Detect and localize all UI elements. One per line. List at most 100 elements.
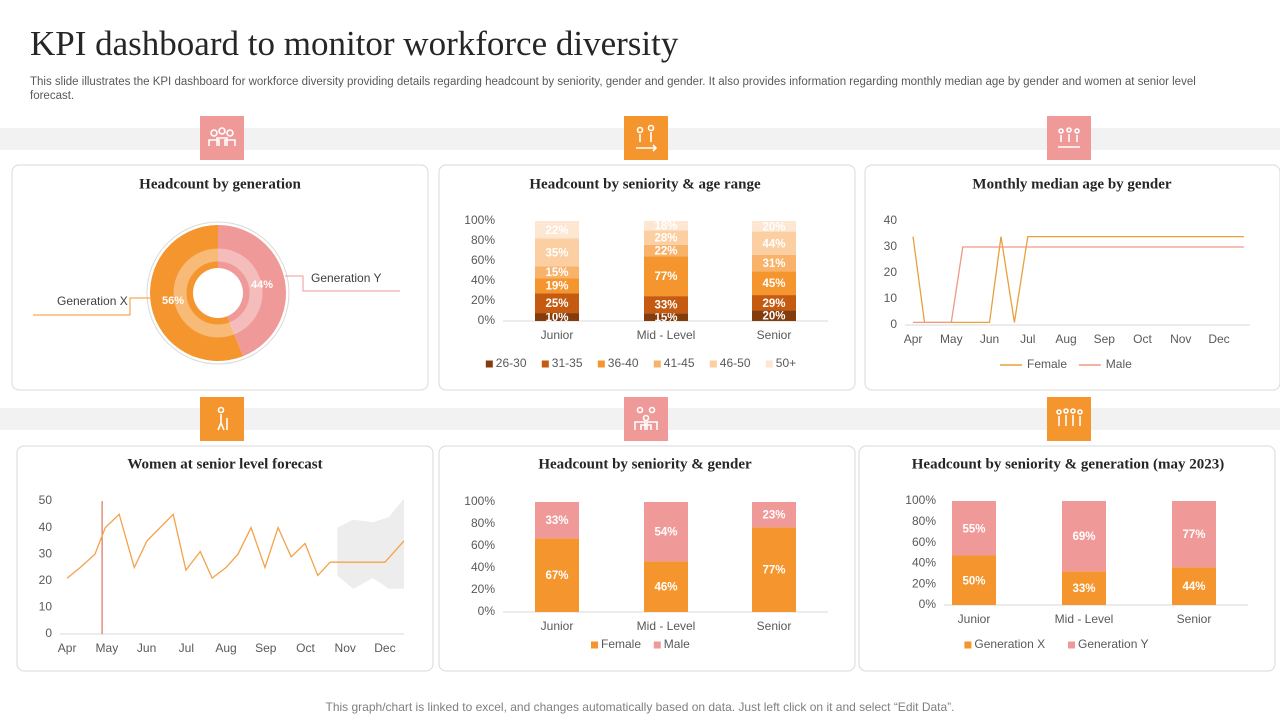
bar-segment xyxy=(644,244,688,257)
x-tick-label: Oct xyxy=(296,641,315,655)
bar-segment xyxy=(752,527,796,612)
chart-title: Headcount by seniority & gender xyxy=(538,456,752,472)
x-tick-label: Mid - Level xyxy=(1055,612,1114,626)
bar-segment xyxy=(1062,571,1106,605)
bar-segment xyxy=(752,254,796,272)
value-label: 15% xyxy=(545,267,568,279)
bar-segment xyxy=(644,230,688,245)
value-label: 33% xyxy=(1072,583,1095,595)
bar-segment xyxy=(752,310,796,321)
y-tick-label: 40% xyxy=(912,556,936,570)
bar-segment xyxy=(752,221,796,232)
line xyxy=(913,246,1244,324)
chart-title: Headcount by seniority & generation (may… xyxy=(912,456,1224,472)
legend-swatch xyxy=(765,360,773,368)
legend-label: Generation Y xyxy=(1078,637,1149,651)
y-tick-label: 40% xyxy=(471,560,495,574)
legend-label: 46-50 xyxy=(720,356,751,370)
bar-segment xyxy=(535,502,579,539)
bar-segment xyxy=(644,221,688,231)
value-label: 54% xyxy=(654,527,677,539)
legend-label: 41-45 xyxy=(664,356,695,370)
legend-label: 26-30 xyxy=(496,356,527,370)
description-box: This slide illustrates the KPI dashboard… xyxy=(30,76,1196,102)
value-label: 69% xyxy=(1072,531,1095,543)
y-tick-label: 40 xyxy=(39,520,53,534)
bar-segment xyxy=(752,271,796,296)
legend-label: Female xyxy=(1027,357,1067,371)
chart-title: Headcount by generation xyxy=(139,176,301,192)
value-label: 31% xyxy=(762,258,785,270)
icon xyxy=(217,406,228,431)
x-tick-label: Nov xyxy=(1170,332,1191,346)
y-tick-label: 80% xyxy=(471,516,495,530)
bar-segment xyxy=(535,221,579,239)
x-tick-label: Jun xyxy=(980,332,999,346)
legend-swatch xyxy=(541,360,549,368)
value-label: 44% xyxy=(1182,581,1205,593)
value-label: 77% xyxy=(1182,529,1205,541)
y-tick-label: 50 xyxy=(39,493,53,507)
bar-segment xyxy=(535,293,579,314)
bar-segment xyxy=(952,555,996,605)
legend-swatch xyxy=(485,360,493,368)
donut-rim xyxy=(146,221,290,365)
x-tick-label: Senior xyxy=(757,328,792,342)
legend-swatch xyxy=(709,360,717,368)
panel xyxy=(16,445,434,672)
value-label: 77% xyxy=(654,271,677,283)
value-label: 77% xyxy=(762,565,785,577)
legend-swatch xyxy=(653,641,661,649)
legend-label: Male xyxy=(664,637,690,651)
value-label: 67% xyxy=(545,570,568,582)
x-tick-label: Dec xyxy=(1208,332,1229,346)
icon-box xyxy=(624,397,668,441)
y-tick-label: 60% xyxy=(912,535,936,549)
y-tick-label: 10 xyxy=(884,291,898,305)
y-tick-label: 0 xyxy=(890,317,897,331)
value-label: 22% xyxy=(654,246,677,258)
value-label: 28% xyxy=(654,233,677,245)
bar-segment xyxy=(644,313,688,321)
icon-box xyxy=(624,116,668,160)
icon xyxy=(1056,408,1083,426)
x-tick-label: Senior xyxy=(1177,612,1212,626)
y-tick-label: 80% xyxy=(912,514,936,528)
icons xyxy=(200,116,1091,441)
bar-segment xyxy=(952,501,996,556)
y-tick-label: 100% xyxy=(464,213,495,227)
y-tick-label: 60% xyxy=(471,538,495,552)
y-tick-label: 20% xyxy=(471,293,495,307)
footer: This graph/chart is linked to excel, and… xyxy=(326,700,955,714)
bar-segment xyxy=(1062,501,1106,572)
legend-label: 36-40 xyxy=(608,356,639,370)
donut-slice xyxy=(218,225,286,357)
value-label: 35% xyxy=(545,247,568,259)
icon xyxy=(208,127,236,146)
legend-label: 31-35 xyxy=(552,356,583,370)
y-tick-label: 20 xyxy=(39,573,53,587)
x-tick-label: Nov xyxy=(335,641,356,655)
bar-segment xyxy=(752,502,796,528)
x-tick-label: Jul xyxy=(179,641,194,655)
legend-label: Generation X xyxy=(974,637,1045,651)
x-tick-label: Jun xyxy=(137,641,156,655)
icon xyxy=(636,124,658,152)
forecast-band xyxy=(337,498,404,589)
donut-inner-ring xyxy=(173,248,263,338)
value-label: 33% xyxy=(545,515,568,527)
bar-segment xyxy=(644,561,688,612)
bar-segment xyxy=(644,296,688,314)
x-tick-label: May xyxy=(940,332,963,346)
x-tick-label: Junior xyxy=(541,619,574,633)
y-tick-label: 30 xyxy=(39,546,53,560)
legend-label: Male xyxy=(1106,357,1132,371)
y-tick-label: 40% xyxy=(471,273,495,287)
value-label: 55% xyxy=(962,523,985,535)
icon xyxy=(1058,127,1080,148)
bar-segment xyxy=(644,502,688,562)
y-tick-label: 0 xyxy=(45,626,52,640)
x-tick-label: May xyxy=(96,641,119,655)
forecast-line xyxy=(330,540,405,563)
x-tick-label: Apr xyxy=(58,641,77,655)
